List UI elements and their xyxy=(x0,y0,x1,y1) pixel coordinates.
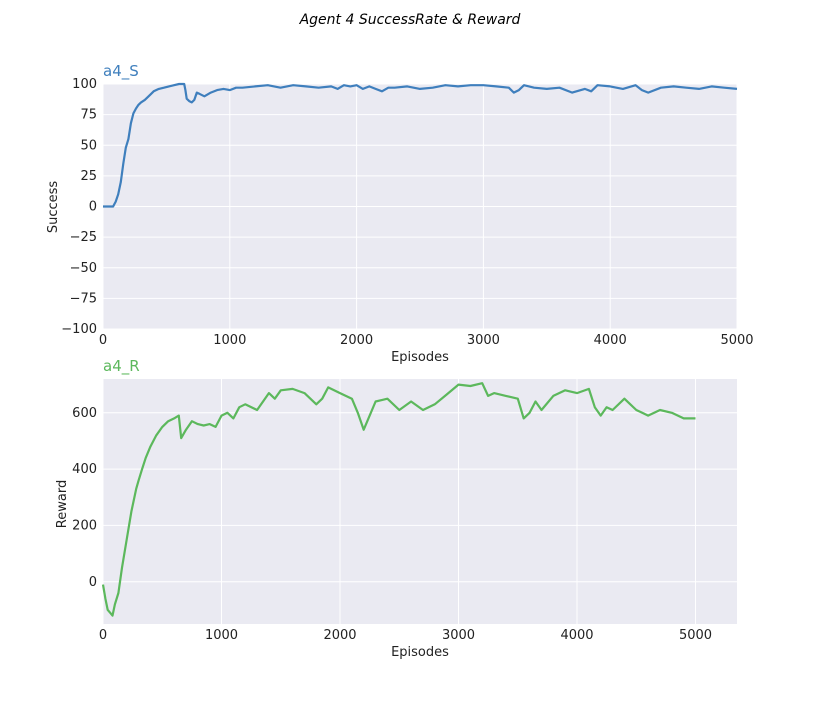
reward-x-tick-labels: 0 1000 2000 3000 4000 5000 xyxy=(99,628,712,643)
success-y-tick-labels: −100 −75 −50 −25 0 25 50 75 100 xyxy=(61,77,97,337)
success-y-tick-label: −50 xyxy=(70,261,97,276)
success-x-tick-label: 3000 xyxy=(467,333,500,348)
reward-panel: a4_R 0 1000 2000 3000 4000 5000 0 200 400 600 Ep… xyxy=(55,357,737,660)
reward-x-tick-label: 4000 xyxy=(560,628,593,643)
reward-x-tick-label: 1000 xyxy=(205,628,238,643)
success-x-tick-labels: 0 1000 2000 3000 4000 5000 xyxy=(99,333,754,348)
success-x-tick-label: 2000 xyxy=(340,333,373,348)
success-x-tick-label: 0 xyxy=(99,333,107,348)
success-y-tick-label: 75 xyxy=(80,108,97,123)
reward-x-tick-label: 2000 xyxy=(323,628,356,643)
figure-suptitle: Agent 4 SuccessRate & Reward xyxy=(299,12,521,28)
reward-panel-title: a4_R xyxy=(103,357,140,376)
success-y-tick-label: −75 xyxy=(70,291,97,306)
success-x-tick-label: 5000 xyxy=(720,333,753,348)
success-y-tick-label: −100 xyxy=(61,322,97,337)
reward-y-tick-label: 200 xyxy=(72,518,97,533)
success-series-line xyxy=(103,82,738,208)
success-y-tick-label: −25 xyxy=(70,230,97,245)
success-panel-title: a4_S xyxy=(103,62,139,81)
reward-y-axis-label: Reward xyxy=(55,480,70,528)
reward-y-tick-label: 600 xyxy=(72,406,97,421)
success-y-tick-label: 0 xyxy=(89,200,97,215)
reward-x-tick-label: 3000 xyxy=(442,628,475,643)
success-rate-panel: a4_S 0 1000 2000 3000 4000 5000 −100−75−50−25… xyxy=(46,62,754,365)
success-grid xyxy=(102,83,738,330)
reward-y-tick-labels: 0 200 400 600 xyxy=(72,406,97,590)
reward-plot-area xyxy=(103,379,737,624)
reward-x-axis-label: Episodes xyxy=(391,645,449,660)
success-x-axis-label: Episodes xyxy=(391,350,449,365)
success-x-tick-label: 4000 xyxy=(594,333,627,348)
reward-x-tick-label: 5000 xyxy=(679,628,712,643)
reward-grid xyxy=(102,379,737,624)
success-x-tick-label: 1000 xyxy=(213,333,246,348)
success-y-tick-label: 25 xyxy=(80,169,97,184)
reward-series-line xyxy=(101,382,696,617)
success-y-axis-label: Success xyxy=(46,181,61,234)
success-y-tick-label: 50 xyxy=(80,138,97,153)
success-y-tick-label: 100 xyxy=(72,77,97,92)
reward-x-tick-label: 0 xyxy=(99,628,107,643)
reward-y-tick-label: 0 xyxy=(89,575,97,590)
reward-y-tick-label: 400 xyxy=(72,462,97,477)
